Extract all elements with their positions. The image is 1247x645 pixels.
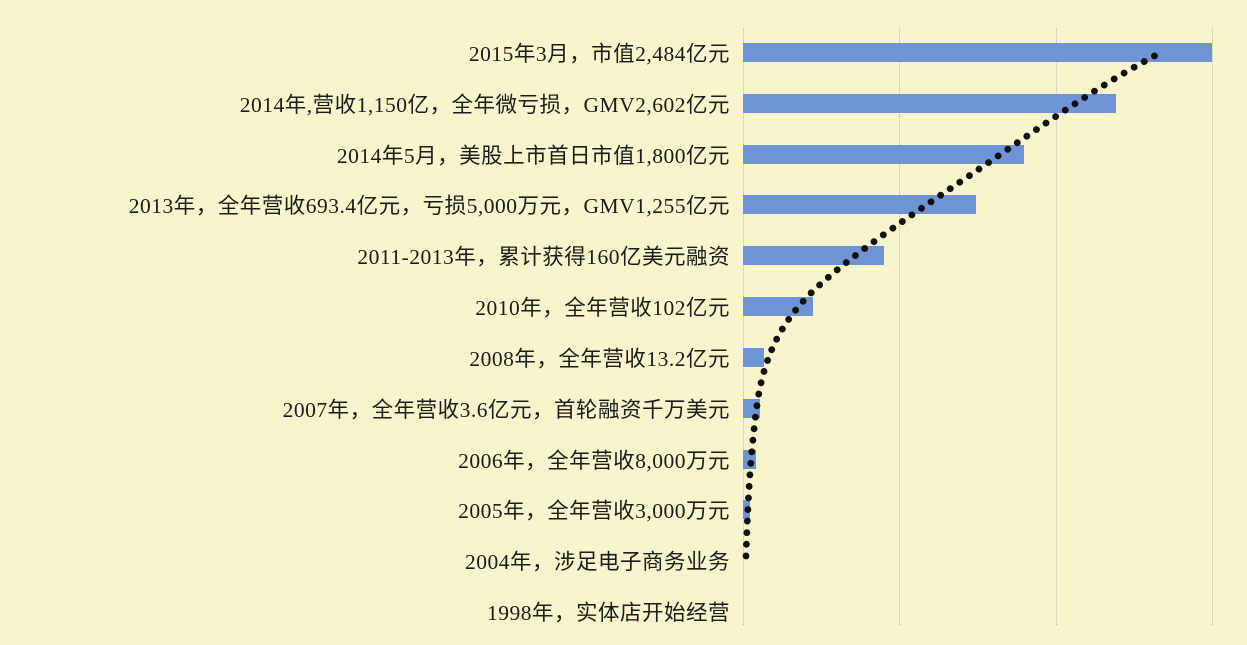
bar-track — [743, 297, 1212, 317]
bar-track — [743, 144, 1212, 164]
revenue-bar — [743, 500, 751, 520]
revenue-bar — [743, 42, 1212, 62]
bar-track — [743, 398, 1212, 418]
timeline-row: 2013年，全年营收693.4亿元，亏损5,000万元，GMV1,255亿元 — [0, 179, 1247, 230]
milestone-label: 2007年，全年营收3.6亿元，首轮融资千万美元 — [282, 397, 730, 422]
bar-track — [743, 42, 1212, 62]
timeline-row: 2011-2013年，累计获得160亿美元融资 — [0, 230, 1247, 281]
revenue-bar — [743, 144, 1025, 164]
timeline-row: 2014年5月，美股上市首日市值1,800亿元 — [0, 129, 1247, 180]
revenue-bar — [743, 195, 977, 215]
milestone-label: 2014年,营收1,150亿，全年微亏损，GMV2,602亿元 — [239, 92, 730, 117]
timeline-row: 2006年，全年营收8,000万元 — [0, 434, 1247, 485]
timeline-row: 2015年3月，市值2,484亿元 — [0, 27, 1247, 78]
milestone-label: 2006年，全年营收8,000万元 — [458, 448, 730, 473]
milestone-label: 2008年，全年营收13.2亿元 — [469, 346, 730, 371]
timeline-row: 2010年，全年营收102亿元 — [0, 281, 1247, 332]
revenue-bar — [743, 93, 1116, 113]
revenue-bar — [743, 347, 765, 367]
milestone-label: 2015年3月，市值2,484亿元 — [468, 41, 730, 66]
milestone-label: 2013年，全年营收693.4亿元，亏损5,000万元，GMV1,255亿元 — [128, 194, 730, 219]
timeline-row: 2008年，全年营收13.2亿元 — [0, 332, 1247, 383]
milestone-label: 2005年，全年营收3,000万元 — [458, 499, 730, 524]
revenue-bar — [743, 398, 760, 418]
milestone-label: 1998年，实体店开始经营 — [486, 601, 730, 626]
milestone-label: 2004年，涉足电子商务业务 — [464, 550, 730, 575]
bar-track — [743, 449, 1212, 469]
bar-track — [743, 551, 1212, 570]
gridline — [1212, 28, 1213, 625]
timeline-row: 1998年，实体店开始经营 — [0, 586, 1247, 637]
bar-track — [743, 93, 1212, 113]
bar-track — [743, 246, 1212, 266]
bar-track — [743, 500, 1212, 520]
timeline-row: 2007年，全年营收3.6亿元，首轮融资千万美元 — [0, 383, 1247, 434]
revenue-bar — [743, 449, 757, 469]
timeline-row: 2014年,营收1,150亿，全年微亏损，GMV2,602亿元 — [0, 78, 1247, 129]
bar-rows: 2015年3月，市值2,484亿元 2014年,营收1,150亿，全年微亏损，G… — [0, 27, 1247, 637]
milestone-label: 2010年，全年营收102亿元 — [475, 296, 730, 321]
milestone-label: 2011-2013年，累计获得160亿美元融资 — [357, 245, 730, 270]
revenue-bar — [743, 297, 814, 317]
timeline-row: 2005年，全年营收3,000万元 — [0, 484, 1247, 535]
bar-track — [743, 347, 1212, 367]
timeline-row: 2004年，涉足电子商务业务 — [0, 535, 1247, 586]
bar-track — [743, 602, 1212, 621]
milestone-label: 2014年5月，美股上市首日市值1,800亿元 — [336, 143, 730, 168]
bar-track — [743, 195, 1212, 215]
revenue-bar — [743, 246, 884, 266]
